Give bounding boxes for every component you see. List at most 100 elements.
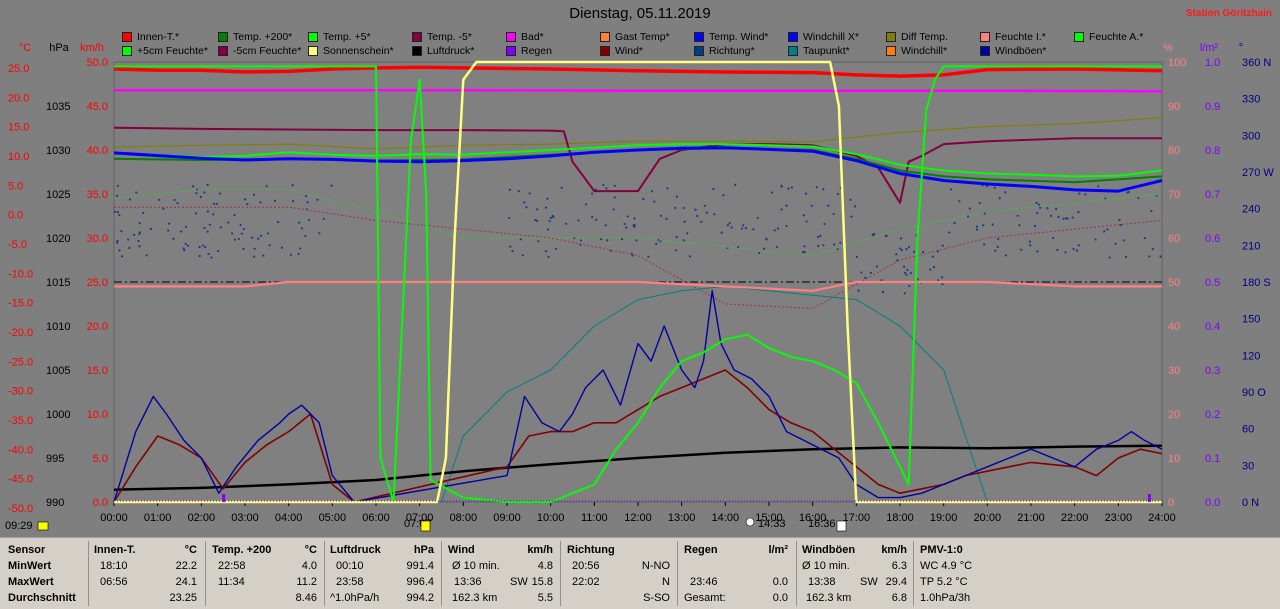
direction-point	[183, 248, 186, 252]
direction-point	[675, 195, 678, 198]
direction-point	[212, 202, 215, 205]
direction-point	[215, 202, 218, 206]
direction-point	[297, 252, 300, 255]
direction-point	[941, 276, 944, 279]
direction-point	[246, 203, 249, 206]
direction-point	[686, 232, 689, 235]
direction-point	[802, 214, 805, 217]
luft-min-value: 991.4	[406, 560, 434, 572]
time-tick-label: 09:00	[493, 512, 521, 524]
direction-point	[585, 203, 588, 206]
humidity-tick-label: 30	[1168, 365, 1180, 377]
luft-header: Luftdruck	[330, 544, 381, 556]
legend-label: Temp. -5*	[427, 31, 472, 43]
direction-point	[594, 188, 597, 191]
time-tick-label: 19:00	[930, 512, 958, 524]
direction-point	[120, 230, 123, 233]
direction-point	[259, 201, 262, 204]
rain-tick-label: 0.5	[1205, 277, 1220, 289]
direction-tick-label: 270 W	[1242, 167, 1274, 179]
direction-point	[291, 184, 294, 187]
direction-point	[941, 244, 944, 247]
direction-point	[1106, 228, 1109, 231]
boeen-distance: 162.3 km	[806, 592, 852, 604]
direction-point	[1119, 224, 1122, 227]
direction-point	[839, 241, 842, 244]
direction-point	[949, 188, 953, 191]
direction-point	[921, 250, 925, 254]
direction-point	[647, 255, 650, 258]
direction-point	[682, 239, 685, 242]
wind-min-value: 4.8	[537, 560, 553, 572]
direction-point	[1056, 248, 1059, 251]
direction-point	[752, 228, 755, 231]
time-tick-label: 05:00	[319, 512, 347, 524]
legend-swatch	[600, 32, 610, 42]
direction-point	[968, 207, 971, 210]
direction-point	[682, 206, 685, 210]
temp-tick-label: 25.0	[8, 63, 29, 75]
legend-label: Windchill*	[901, 45, 948, 57]
humidity-tick-label: 100	[1168, 57, 1186, 69]
direction-point	[994, 249, 997, 252]
direction-point	[212, 213, 215, 216]
direction-point	[1046, 207, 1049, 210]
direction-point	[1037, 203, 1040, 206]
richtung-header: Richtung	[567, 544, 615, 556]
luft-max-time: 23:58	[336, 576, 364, 588]
direction-point	[744, 226, 748, 230]
series-line	[113, 143, 1163, 178]
direction-point	[787, 187, 790, 190]
temp-tick-label: -15.0	[8, 298, 33, 310]
direction-point	[895, 253, 898, 256]
rain-tick-label: 0.7	[1205, 189, 1220, 201]
direction-point	[737, 245, 740, 249]
direction-point	[642, 197, 645, 201]
time-tick-label: 02:00	[188, 512, 216, 524]
direction-point	[905, 247, 908, 251]
direction-point	[1072, 247, 1075, 251]
direction-point	[805, 220, 808, 223]
direction-point	[253, 255, 256, 258]
innen-avg-value: 23.25	[169, 592, 197, 604]
direction-point	[525, 206, 528, 209]
direction-point	[172, 237, 175, 240]
humidity-tick-label: 60	[1168, 233, 1180, 245]
direction-point	[937, 279, 940, 282]
row-label-min: MinWert	[8, 560, 52, 572]
direction-point	[116, 211, 119, 214]
direction-point	[1064, 251, 1067, 254]
direction-point	[997, 237, 1000, 241]
direction-point	[565, 222, 568, 225]
direction-point	[869, 271, 873, 274]
legend-label: Temp. Wind*	[709, 31, 769, 43]
legend-label: Gast Temp*	[615, 31, 670, 43]
direction-point	[757, 251, 761, 255]
direction-tick-label: 60	[1242, 424, 1254, 436]
series-line	[113, 117, 1163, 150]
direction-point	[318, 232, 321, 235]
direction-point	[1108, 256, 1111, 259]
rain-tick-label: 0.8	[1205, 145, 1220, 157]
direction-point	[173, 198, 176, 202]
richtung-max-value: N	[662, 576, 670, 588]
direction-point	[536, 208, 539, 211]
legend-swatch	[1074, 32, 1084, 42]
series-line	[114, 88, 1163, 93]
regen-total-value: 0.0	[772, 592, 788, 604]
direction-point	[509, 245, 512, 248]
direction-point	[1055, 207, 1058, 211]
wind-tick-label: 10.0	[87, 409, 108, 421]
direction-point	[804, 192, 808, 195]
direction-point	[280, 246, 283, 249]
direction-point	[289, 253, 292, 256]
direction-point	[1150, 209, 1153, 213]
temp-tick-label: -25.0	[8, 356, 33, 368]
legend-swatch	[308, 32, 318, 42]
temp200-unit: °C	[304, 544, 317, 556]
direction-point	[554, 247, 557, 250]
series-line	[114, 285, 1162, 503]
direction-point	[182, 247, 185, 250]
sensor-header: Sensor	[8, 544, 46, 556]
direction-point	[857, 289, 860, 292]
